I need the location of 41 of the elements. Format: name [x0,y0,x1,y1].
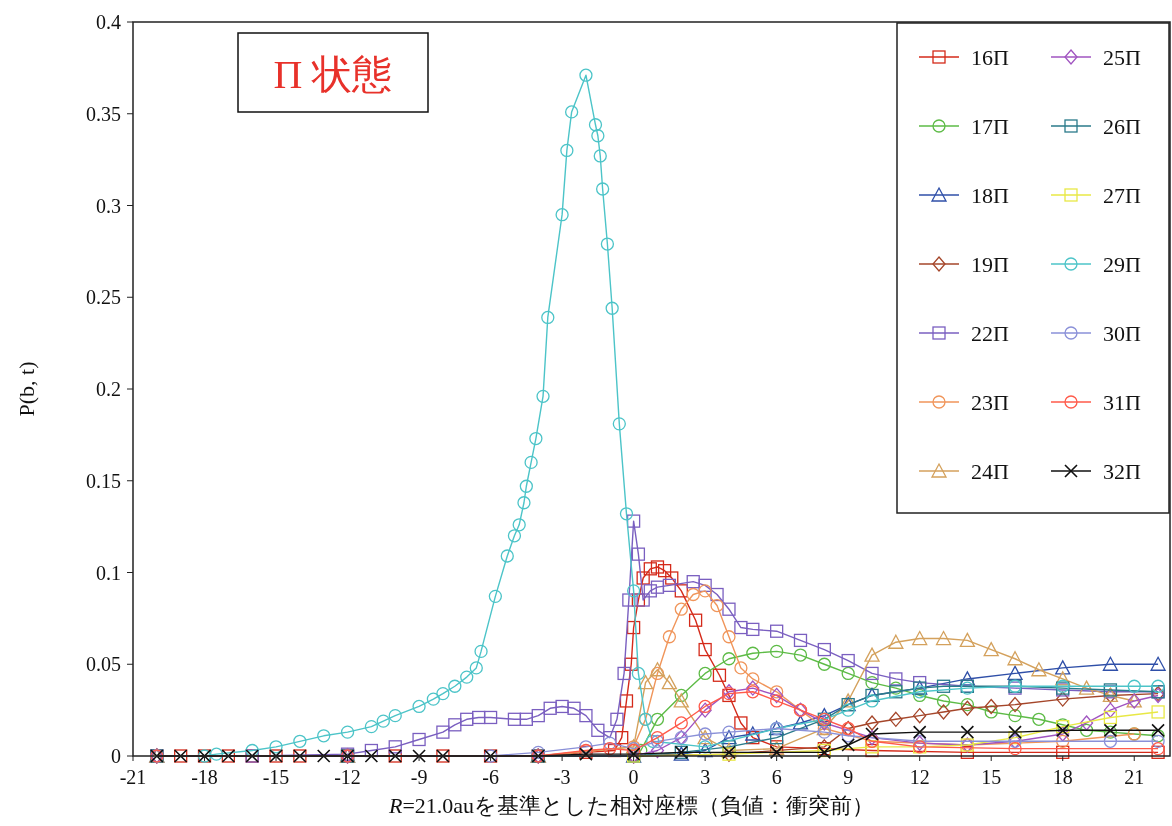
legend-label: 22Π [971,321,1009,346]
x-tick-label: 6 [771,766,782,788]
x-axis-title: R=21.0auを基準とした相対座標（負値：衝突前） [387,793,875,818]
legend-label: 23Π [971,390,1009,415]
y-tick-label: 0.2 [96,378,121,400]
x-tick-label: -6 [482,766,499,788]
legend-label: 17Π [971,114,1009,139]
legend-label: 25Π [1103,45,1141,70]
x-tick-label: -18 [191,766,218,788]
legend-label: 30Π [1103,321,1141,346]
y-tick-label: 0.35 [86,102,121,125]
x-tick-label: 9 [843,766,854,788]
x-tick-label: -21 [119,766,147,788]
x-tick-label: 18 [1052,766,1073,788]
x-tick-label: 0 [628,766,639,788]
legend-label: 24Π [971,459,1009,484]
x-tick-label: -12 [334,766,361,788]
y-tick-label: 0 [111,745,121,767]
x-tick-label: -15 [262,766,290,788]
text: Π 状態 [273,52,393,97]
y-axis-title: P(b, t) [14,361,39,417]
y-tick-label: 0.15 [86,469,121,492]
y-tick-label: 0.1 [96,561,121,584]
x-tick-label: -9 [410,766,428,788]
x-tick-label: 3 [700,766,711,788]
x-tick-label: -3 [553,766,571,788]
legend-label: 18Π [971,183,1009,208]
legend-label: 16Π [971,45,1009,70]
y-tick-label: 0.05 [86,653,121,676]
legend-label: 31Π [1103,390,1141,415]
x-tick-label: 12 [909,766,930,788]
y-tick-label: 0.3 [96,194,121,217]
y-tick-label: 0.25 [86,286,121,309]
legend-label: 27Π [1103,183,1141,208]
y-tick-label: 0.4 [96,11,121,33]
x-tick-label: 15 [981,766,1002,788]
legend-label: 32Π [1103,459,1141,484]
legend-label: 19Π [971,252,1009,277]
legend-label: 26Π [1103,114,1141,139]
x-tick-label: 21 [1124,766,1145,788]
legend-label: 29Π [1103,252,1141,277]
